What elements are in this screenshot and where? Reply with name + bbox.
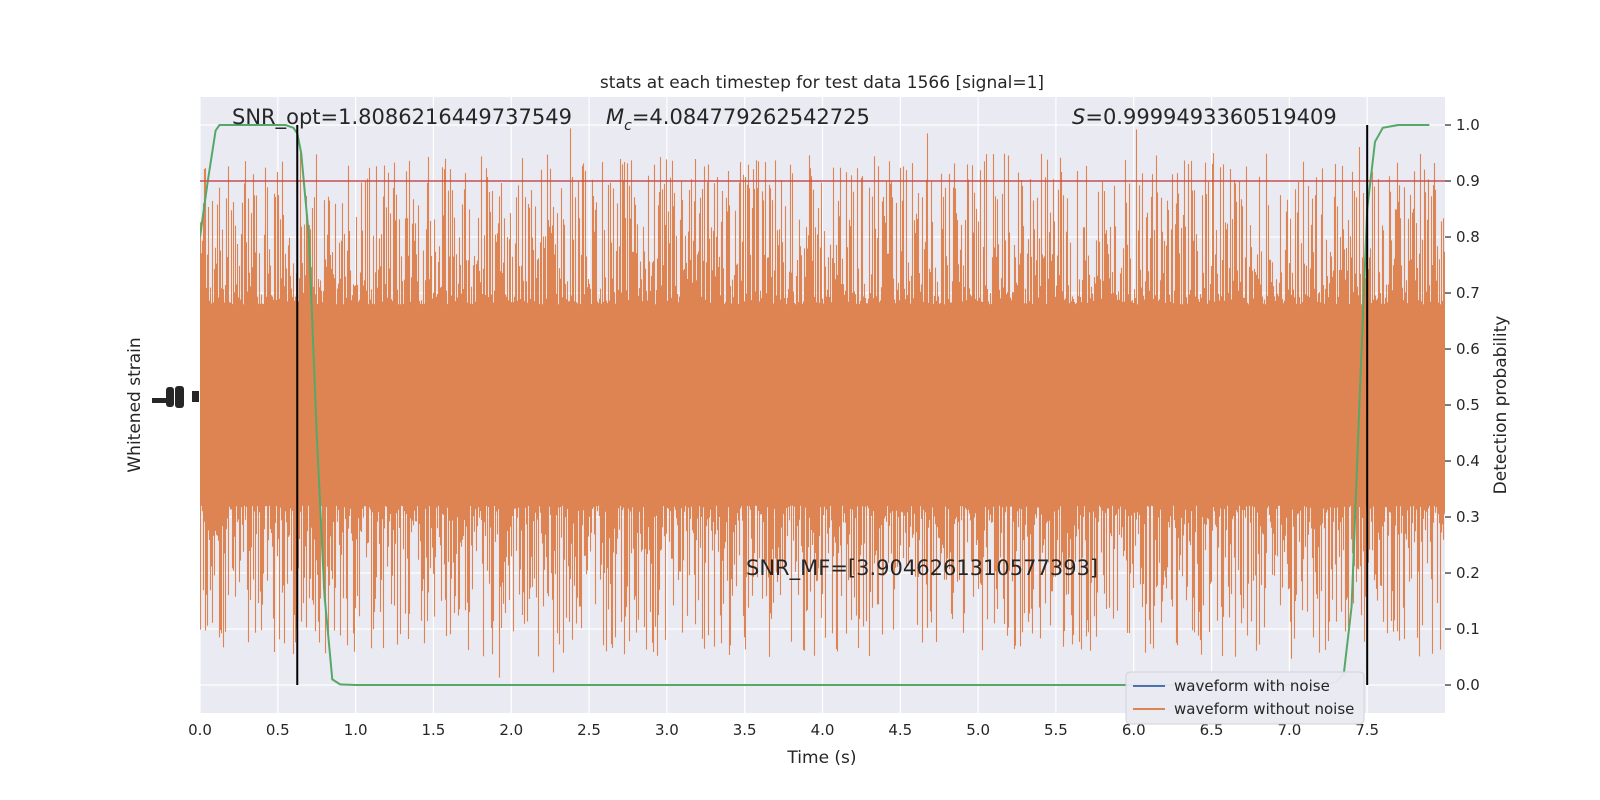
annotation-score: S=0.9999493360519409 [1072, 105, 1337, 129]
y-right-tick-label: 0.3 [1456, 508, 1480, 526]
x-tick-label: 0.5 [266, 721, 290, 739]
noise-band-spikes [200, 128, 1445, 678]
y-right-tick-label: 1.0 [1456, 116, 1480, 134]
y-left-axis-label: Whitened strain [125, 337, 145, 472]
x-tick-label: 3.0 [655, 721, 679, 739]
signal-boundary-lines [296, 125, 1369, 685]
legend-frame [1125, 671, 1365, 725]
y-right-tick-label: 0.8 [1456, 228, 1480, 246]
left-axis-tick-mark [175, 386, 184, 408]
legend-label-without-noise: waveform without noise [1174, 700, 1354, 718]
left-axis-tick-mark [152, 398, 170, 403]
left-axis-tick-mark [192, 391, 199, 402]
waveform-without-noise-series [200, 128, 1445, 678]
y-right-tick-label: 0.5 [1456, 396, 1480, 414]
y-right-tick-label: 0.0 [1456, 676, 1480, 694]
chirp-mass-value: =4.084779262542725 [632, 105, 870, 129]
chirp-mass-subscript: c [624, 118, 632, 134]
y-right-tick-label: 0.1 [1456, 620, 1480, 638]
legend-label-with-noise: waveform with noise [1174, 677, 1330, 695]
annotation-snr-opt: SNR_opt=1.8086216449737549 [232, 105, 572, 130]
left-axis-tick-mark [166, 387, 174, 407]
y-right-tick-label: 0.7 [1456, 284, 1480, 302]
annotation-chirp-mass: Mc=4.084779262542725 [606, 105, 870, 134]
chart-title: stats at each timestep for test data 156… [600, 73, 1044, 93]
detection-probability-series [200, 124, 1430, 686]
x-tick-label: 3.5 [733, 721, 757, 739]
x-axis-ticks: 0.0 0.5 1.0 1.5 2.0 2.5 3.0 3.5 4.0 4.5 5.0 5.5 6.0 6… [188, 721, 1379, 739]
y-right-axis-label: Detection probability [1491, 316, 1511, 495]
chirp-mass-symbol: M [606, 105, 624, 129]
y-right-tick-label: 0.2 [1456, 564, 1480, 582]
left-axis-squashed-ticks [152, 386, 199, 408]
x-tick-label: 4.5 [888, 721, 912, 739]
x-tick-label: 4.0 [811, 721, 835, 739]
x-tick-label: 7.5 [1355, 721, 1379, 739]
score-value: =0.9999493360519409 [1085, 105, 1336, 129]
legend: waveform with noise waveform without noi… [1125, 671, 1365, 725]
y-right-tick-label: 0.9 [1456, 172, 1480, 190]
x-tick-label: 2.5 [577, 721, 601, 739]
x-tick-label: 0.0 [188, 721, 212, 739]
x-tick-label: 7.0 [1277, 721, 1301, 739]
x-tick-label: 6.0 [1122, 721, 1146, 739]
x-axis-label: Time (s) [786, 748, 856, 768]
y-right-tick-label: 0.4 [1456, 452, 1480, 470]
x-tick-label: 1.0 [344, 721, 368, 739]
y-right-axis-ticks: 0.0 0.1 0.2 0.3 0.4 0.5 0.6 0.7 0.8 0.9 1.0 [1445, 116, 1480, 694]
x-tick-label: 1.5 [422, 721, 446, 739]
score-symbol: S [1072, 105, 1085, 129]
x-tick-label: 2.0 [499, 721, 523, 739]
detection-probability-line [200, 124, 1430, 686]
x-tick-label: 5.0 [966, 721, 990, 739]
y-right-tick-label: 0.6 [1456, 340, 1480, 358]
annotation-snr-mf: SNR_MF=[3.9046261310577393] [746, 556, 1098, 581]
x-tick-label: 5.5 [1044, 721, 1068, 739]
x-tick-label: 6.5 [1200, 721, 1224, 739]
